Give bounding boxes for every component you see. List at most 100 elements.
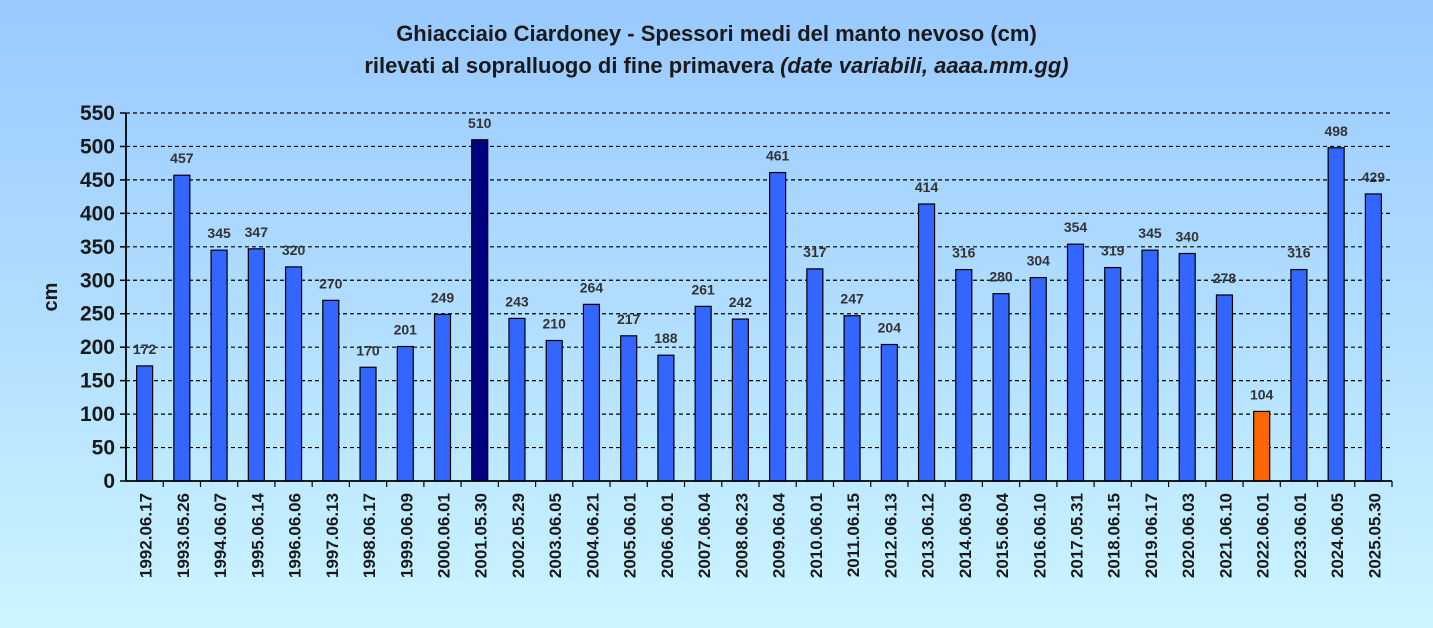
- x-tick-label: 1998.06.17: [360, 493, 379, 578]
- data-label: 243: [505, 293, 529, 309]
- chart-subtitle-italic: (date variabili, aaaa.mm.gg): [780, 53, 1069, 78]
- x-tick-label: 2015.06.04: [993, 492, 1012, 578]
- data-label: 210: [543, 315, 567, 331]
- bar: [136, 365, 154, 482]
- bar: [1178, 252, 1196, 482]
- bar: [1029, 276, 1047, 482]
- bar: [1327, 147, 1345, 482]
- data-label: 510: [468, 115, 492, 131]
- data-label: 247: [840, 291, 864, 307]
- y-tick-label: 300: [80, 269, 115, 292]
- data-label: 429: [1362, 169, 1386, 185]
- x-tick-label: 2001.05.30: [472, 493, 491, 578]
- x-tick-label: 2022.06.01: [1254, 493, 1273, 578]
- x-tick-label: 2017.05.31: [1068, 493, 1087, 578]
- x-tick-label: 2006.06.01: [658, 493, 677, 578]
- bar: [433, 313, 452, 482]
- x-tick-label: 1996.06.06: [286, 493, 305, 578]
- data-label: 249: [431, 289, 455, 305]
- data-label: 354: [1064, 219, 1088, 235]
- bar: [1290, 268, 1308, 482]
- x-tick-label: 2021.06.10: [1216, 493, 1235, 578]
- bar: [843, 315, 861, 482]
- y-tick-label: 500: [80, 135, 115, 158]
- x-tick-label: 1993.05.26: [174, 493, 193, 578]
- data-label: 316: [952, 245, 976, 261]
- y-tick-label: 550: [80, 102, 115, 125]
- data-label: 320: [282, 242, 306, 258]
- y-tick-label: 0: [103, 470, 115, 493]
- bar: [1253, 410, 1271, 482]
- x-tick-label: 2009.06.04: [770, 492, 789, 578]
- x-tick-label: 2024.06.05: [1328, 493, 1347, 578]
- x-tick-label: 1997.06.13: [323, 493, 342, 578]
- x-tick-label: 2004.06.21: [583, 493, 602, 578]
- y-tick-label: 250: [80, 303, 115, 326]
- data-label: 217: [617, 311, 641, 327]
- data-label: 304: [1027, 253, 1051, 269]
- bar: [955, 268, 973, 482]
- y-tick-label: 350: [80, 236, 115, 259]
- x-tick-label: 2013.06.12: [919, 493, 938, 578]
- x-tick-label: 2012.06.13: [881, 493, 900, 578]
- bar: [694, 305, 712, 482]
- y-tick-label: 150: [80, 370, 115, 393]
- data-label: 261: [691, 281, 715, 297]
- x-tick-label: 2005.06.01: [621, 493, 640, 578]
- bar: [731, 318, 749, 482]
- bar: [173, 174, 191, 482]
- x-tick-label: 2025.05.30: [1365, 493, 1384, 578]
- y-tick-label: 450: [80, 169, 115, 192]
- x-tick-label: 2020.06.03: [1179, 493, 1198, 578]
- data-label: 204: [878, 320, 902, 336]
- bar: [1066, 243, 1085, 482]
- data-label: 347: [245, 224, 269, 240]
- data-label: 188: [654, 330, 678, 346]
- x-tick-label: 2014.06.09: [956, 493, 975, 578]
- data-label: 461: [766, 148, 790, 164]
- chart-subtitle-prefix: rilevati al sopralluogo di fine primaver…: [364, 53, 774, 78]
- x-tick-label: 2008.06.23: [732, 493, 751, 578]
- data-label: 278: [1213, 270, 1237, 286]
- bar: [657, 354, 675, 482]
- bar: [247, 248, 265, 482]
- x-tick-label: 1995.06.14: [248, 492, 267, 578]
- x-tick-label: 2002.05.29: [509, 493, 528, 578]
- y-axis-label: cm: [40, 283, 62, 312]
- y-tick-label: 100: [80, 403, 115, 426]
- chart-title: Ghiacciaio Ciardoney - Spessori medi del…: [396, 21, 1037, 46]
- bar: [471, 139, 489, 482]
- bar: [1141, 249, 1159, 482]
- x-tick-label: 2000.06.01: [435, 493, 454, 578]
- data-label: 172: [133, 341, 157, 357]
- data-label: 345: [1138, 225, 1162, 241]
- data-label: 280: [989, 269, 1013, 285]
- bar: [769, 171, 787, 482]
- chart-subtitle: rilevati al sopralluogo di fine primaver…: [0, 50, 1433, 82]
- data-label: 340: [1176, 229, 1200, 245]
- x-tick-label: 1994.06.07: [211, 493, 230, 578]
- bar: [880, 343, 898, 482]
- data-label: 457: [170, 150, 194, 166]
- data-label: 317: [803, 244, 827, 260]
- x-tick-label: 1992.06.17: [137, 493, 156, 578]
- chart-title-block: Ghiacciaio Ciardoney - Spessori medi del…: [0, 18, 1433, 82]
- data-label: 104: [1250, 386, 1274, 402]
- data-label: 201: [394, 322, 418, 338]
- x-tick-label: 2010.06.01: [807, 493, 826, 578]
- x-tick-label: 1999.06.09: [397, 493, 416, 578]
- data-label: 242: [729, 294, 753, 310]
- y-tick-label: 50: [92, 437, 115, 460]
- bar: [545, 339, 563, 482]
- x-tick-label: 2019.06.17: [1142, 493, 1161, 578]
- data-label: 498: [1324, 123, 1348, 139]
- data-label: 270: [319, 275, 343, 291]
- bar: [1215, 294, 1234, 482]
- bar: [396, 345, 414, 482]
- x-tick-label: 2007.06.04: [695, 492, 714, 578]
- data-label: 414: [915, 179, 939, 195]
- y-tick-label: 200: [80, 336, 115, 359]
- x-tick-label: 2023.06.01: [1291, 493, 1310, 578]
- y-tick-label: 400: [80, 202, 115, 225]
